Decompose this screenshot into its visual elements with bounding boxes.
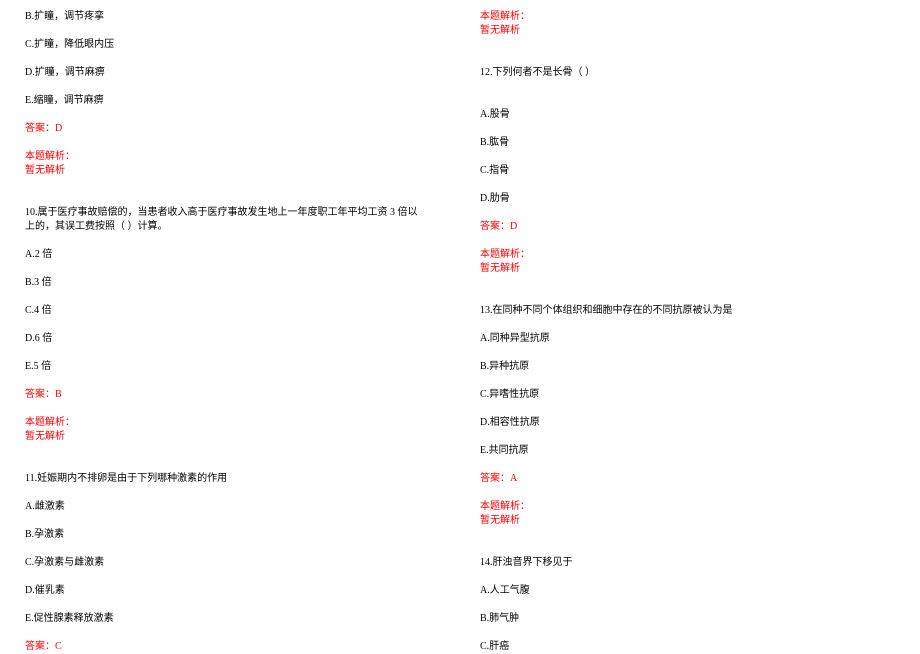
q12-option-b: B.肱骨	[480, 136, 890, 150]
q10-analysis-label: 本题解析：	[25, 416, 425, 430]
q10-option-d: D.6 倍	[25, 332, 425, 346]
q11-answer: 答案：C	[25, 640, 425, 654]
q11-option-c: C.孕激素与雌激素	[25, 556, 425, 570]
q11-option-e: E.促性腺素释放激素	[25, 612, 425, 626]
q12-text: 12.下列何者不是长骨（ ）	[480, 66, 890, 80]
q13-answer: 答案：A	[480, 472, 890, 486]
q12-analysis: 暂无解析	[480, 262, 890, 276]
q9-analysis-label: 本题解析：	[25, 150, 425, 164]
q9-analysis: 暂无解析	[25, 164, 425, 178]
q10-text: 10.属于医疗事故赔偿的，当患者收入高于医疗事故发生地上一年度职工年平均工资 3…	[25, 206, 425, 234]
q10-analysis: 暂无解析	[25, 430, 425, 444]
q11-analysis-label: 本题解析：	[480, 10, 890, 24]
q13-option-b: B.异种抗原	[480, 360, 890, 374]
q9-answer: 答案：D	[25, 122, 425, 136]
q10-option-a: A.2 倍	[25, 248, 425, 262]
q9-option-c: C.扩瞳，降低眼内压	[25, 38, 425, 52]
q11-option-a: A.雌激素	[25, 500, 425, 514]
q10-answer: 答案：B	[25, 388, 425, 402]
q10-option-e: E.5 倍	[25, 360, 425, 374]
q14-text: 14.肝浊音界下移见于	[480, 556, 890, 570]
q12-option-a: A.股骨	[480, 108, 890, 122]
q9-option-e: E.缩瞳，调节麻痹	[25, 94, 425, 108]
q11-text: 11.妊娠期内不排卵是由于下列哪种激素的作用	[25, 472, 425, 486]
q9-option-b: B.扩瞳，调节疼挛	[25, 10, 425, 24]
q13-option-e: E.共同抗原	[480, 444, 890, 458]
q12-option-c: C.指骨	[480, 164, 890, 178]
q12-analysis-label: 本题解析：	[480, 248, 890, 262]
q13-option-a: A.同种异型抗原	[480, 332, 890, 346]
q13-option-c: C.异嗜性抗原	[480, 388, 890, 402]
q13-analysis-label: 本题解析：	[480, 500, 890, 514]
q10-option-c: C.4 倍	[25, 304, 425, 318]
q11-option-b: B.孕激素	[25, 528, 425, 542]
q10-option-b: B.3 倍	[25, 276, 425, 290]
q14-option-a: A.人工气腹	[480, 584, 890, 598]
q12-option-d: D.肋骨	[480, 192, 890, 206]
q9-option-d: D.扩瞳，调节麻痹	[25, 66, 425, 80]
q13-option-d: D.相容性抗原	[480, 416, 890, 430]
q11-analysis: 暂无解析	[480, 24, 890, 38]
q13-analysis: 暂无解析	[480, 514, 890, 528]
q12-answer: 答案：D	[480, 220, 890, 234]
q14-option-c: C.肝癌	[480, 640, 890, 654]
q11-option-d: D.催乳素	[25, 584, 425, 598]
q13-text: 13.在同种不同个体组织和细胞中存在的不同抗原被认为是	[480, 304, 890, 318]
q14-option-b: B.肺气肿	[480, 612, 890, 626]
